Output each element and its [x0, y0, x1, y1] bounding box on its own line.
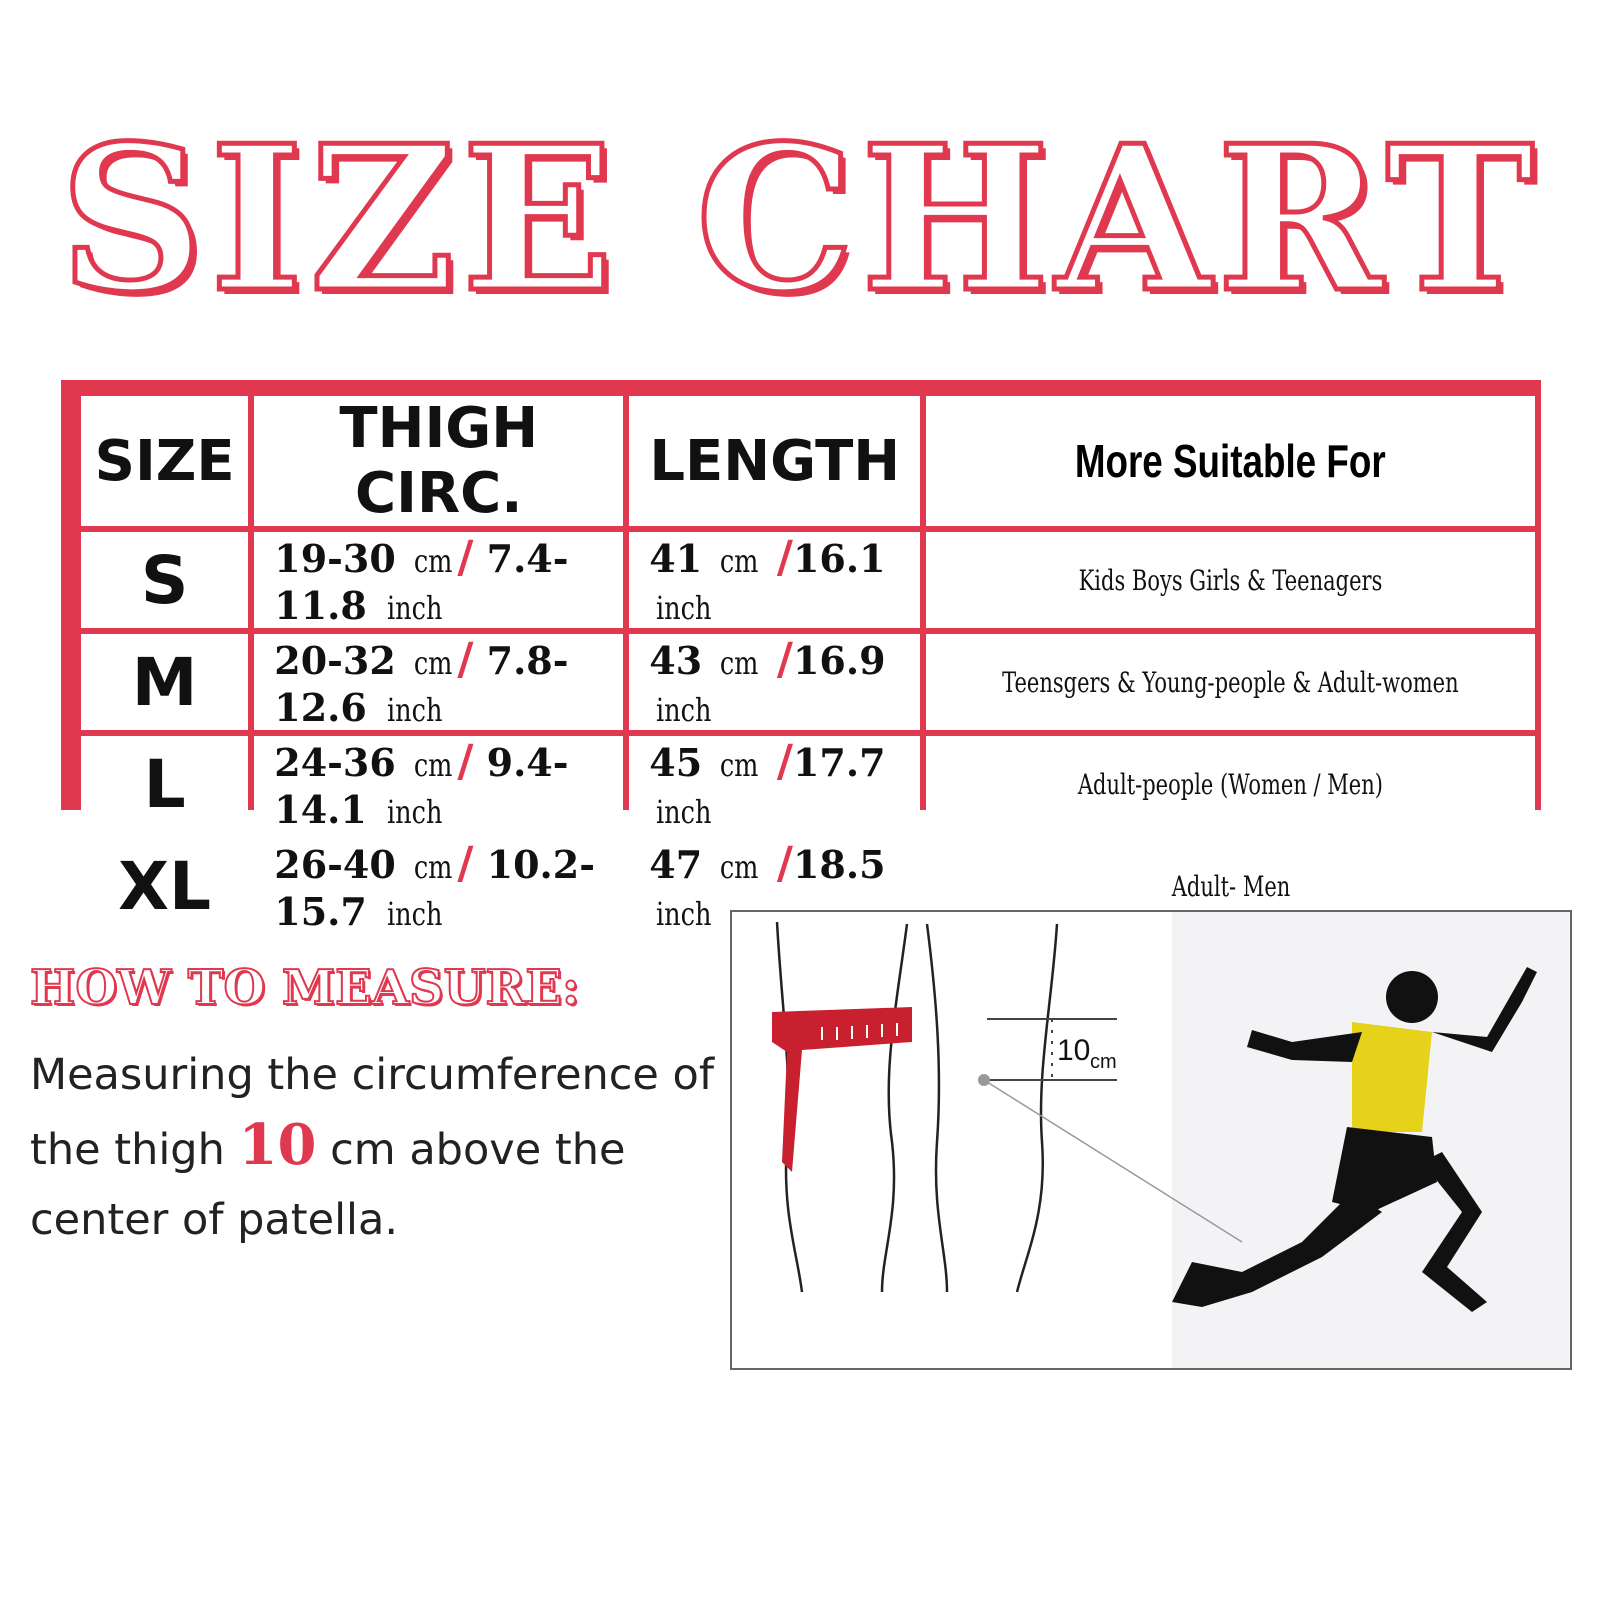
highlight-value: 10: [238, 1112, 317, 1178]
instruction-text-end: cm above the center of patella.: [30, 1125, 626, 1245]
unit-inch: inch: [656, 793, 712, 831]
header-thigh: THIGH CIRC.: [254, 396, 624, 526]
length-cell: 45 cm /17.7 inch: [629, 736, 921, 832]
size-table: SIZE THIGH CIRC. LENGTH More Suitable Fo…: [61, 380, 1541, 934]
thigh-cm: 20-32: [274, 638, 396, 683]
length-cm: 45: [649, 740, 703, 785]
instruction-text: Measuring the circumference of the thigh: [30, 1050, 714, 1175]
unit-inch: inch: [387, 895, 443, 933]
suitable-cell: Teensgers & Young-people & Adult-women: [926, 634, 1535, 730]
runner-silhouette: [1172, 967, 1537, 1312]
thigh-inch: 7.8-12.6: [274, 638, 569, 730]
header-size: SIZE: [81, 396, 249, 526]
unit-inch: inch: [387, 691, 443, 729]
unit-inch: inch: [387, 589, 443, 627]
thigh-cm: 24-36: [274, 740, 396, 785]
thigh-cell: 20-32 cm/ 7.8-12.6 inch: [254, 634, 624, 730]
suitable-text: Kids Boys Girls & Teenagers: [1078, 563, 1383, 597]
unit-cm: cm: [413, 848, 453, 886]
unit-inch: inch: [656, 691, 712, 729]
measure-instructions: Measuring the circumference of the thigh…: [30, 1040, 720, 1255]
suitable-text: Adult-people (Women / Men): [1078, 767, 1384, 801]
thigh-cell: 26-40 cm/ 10.2-15.7 inch: [254, 838, 624, 934]
length-inch: 17.7: [792, 740, 886, 785]
unit-cm: cm: [720, 848, 759, 886]
separator: /: [776, 532, 793, 583]
thigh-inch: 10.2-15.7: [274, 842, 595, 934]
unit-cm: cm: [413, 644, 453, 682]
unit-inch: inch: [656, 589, 712, 627]
page-title: SIZE CHART: [57, 102, 1541, 337]
unit-cm: cm: [720, 644, 759, 682]
unit-cm: cm: [720, 542, 759, 580]
legs-diagram: [775, 921, 1059, 1293]
table-row: L 24-36 cm/ 9.4-14.1 inch 45 cm /17.7 in…: [81, 736, 1535, 832]
thigh-cm: 19-30: [274, 536, 396, 581]
measurement-illustration: 10 cm: [730, 910, 1572, 1370]
figure-label-value: 10: [1057, 1034, 1090, 1067]
size-cell: S: [81, 532, 249, 628]
figure-label-unit: cm: [1090, 1051, 1117, 1073]
length-cell: 43 cm /16.9 inch: [629, 634, 921, 730]
thigh-inch: 7.4- 11.8: [274, 536, 569, 628]
separator: /: [457, 838, 474, 889]
size-cell: XL: [81, 838, 249, 934]
suitable-cell: Adult-people (Women / Men): [926, 736, 1535, 832]
length-cm: 43: [649, 638, 703, 683]
table-row: S 19-30 cm/ 7.4- 11.8 inch 41 cm /16.1 i…: [81, 532, 1535, 628]
separator: /: [776, 634, 793, 685]
separator: /: [776, 838, 793, 889]
how-to-measure-heading: HOW TO MEASURE:: [29, 959, 581, 1017]
table-header-row: SIZE THIGH CIRC. LENGTH More Suitable Fo…: [81, 396, 1535, 526]
size-cell: L: [81, 736, 249, 832]
suitable-text: Teensgers & Young-people & Adult-women: [1002, 665, 1459, 699]
length-inch: 16.1: [792, 536, 886, 581]
unit-inch: inch: [387, 793, 443, 831]
length-inch: 18.5: [792, 842, 886, 887]
unit-inch: inch: [656, 895, 712, 933]
suitable-cell: Kids Boys Girls & Teenagers: [926, 532, 1535, 628]
length-cm: 47: [649, 842, 703, 887]
unit-cm: cm: [720, 746, 759, 784]
separator: /: [457, 736, 474, 787]
separator: /: [457, 634, 474, 685]
unit-cm: cm: [413, 746, 453, 784]
separator: /: [457, 532, 474, 583]
header-suitable: More Suitable For: [926, 396, 1535, 526]
thigh-cell: 24-36 cm/ 9.4-14.1 inch: [254, 736, 624, 832]
thigh-cell: 19-30 cm/ 7.4- 11.8 inch: [254, 532, 624, 628]
table-row: M 20-32 cm/ 7.8-12.6 inch 43 cm /16.9 in…: [81, 634, 1535, 730]
measuring-tape-icon: [772, 1007, 912, 1172]
thigh-inch: 9.4-14.1: [274, 740, 569, 832]
header-length: LENGTH: [629, 396, 921, 526]
thigh-cm: 26-40: [274, 842, 396, 887]
unit-cm: cm: [413, 542, 453, 580]
size-cell: M: [81, 634, 249, 730]
length-inch: 16.9: [792, 638, 886, 683]
separator: /: [776, 736, 793, 787]
suitable-text: Adult- Men: [1171, 869, 1290, 903]
length-cm: 41: [649, 536, 703, 581]
length-cell: 41 cm /16.1 inch: [629, 532, 921, 628]
